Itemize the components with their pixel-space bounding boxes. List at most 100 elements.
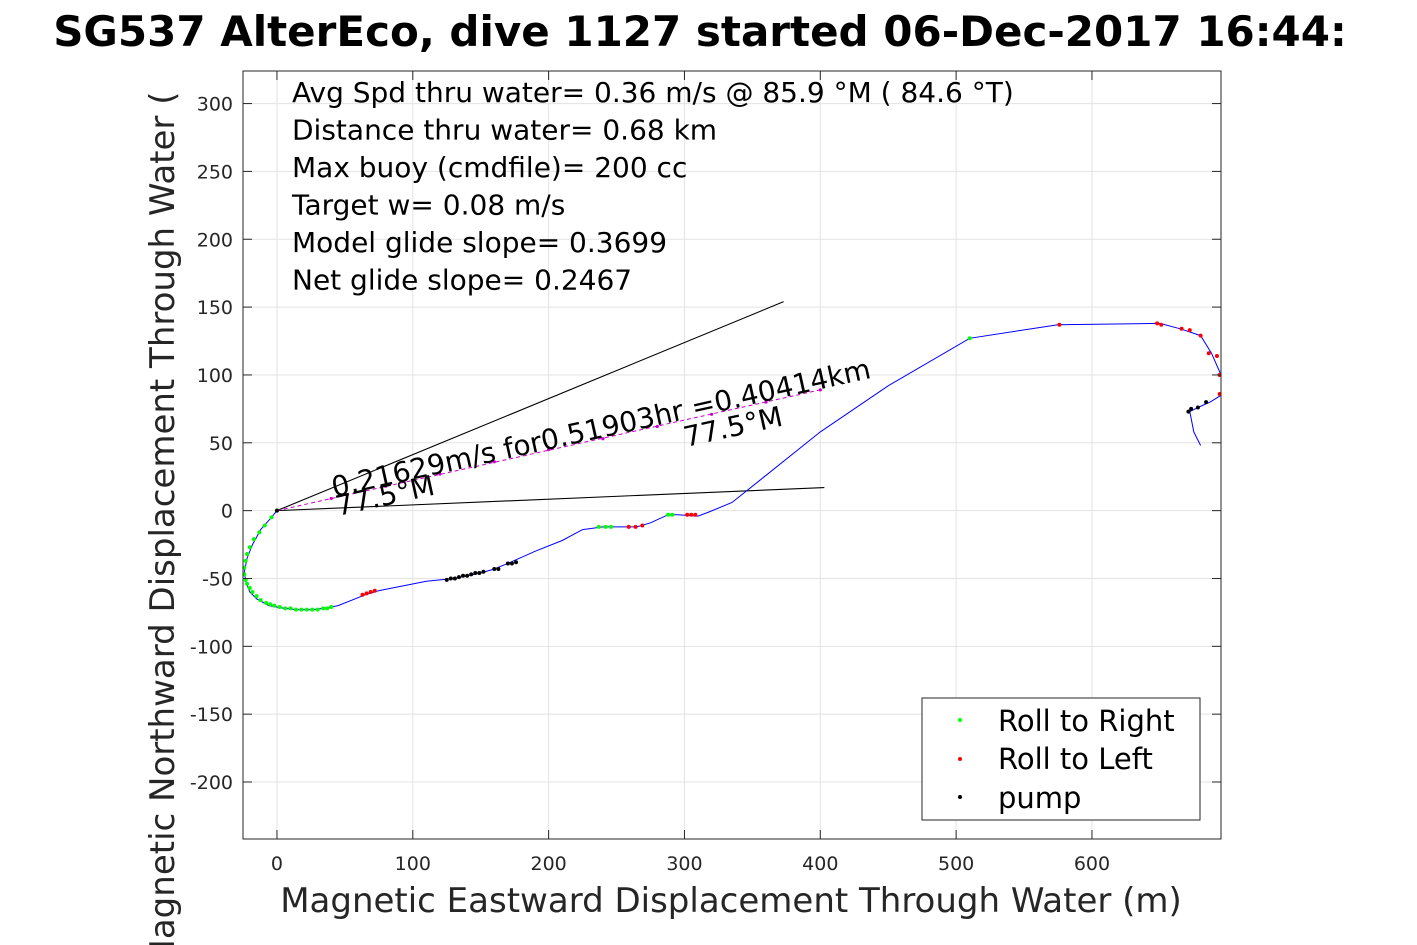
info-line: Distance thru water= 0.68 km xyxy=(292,114,717,147)
point-roll-to-left xyxy=(689,512,694,517)
point-roll-to-right xyxy=(321,606,326,611)
x-tick-label: 500 xyxy=(938,853,974,875)
point-roll-to-right xyxy=(283,606,288,611)
y-tick-label: 250 xyxy=(197,161,233,183)
point-roll-to-right xyxy=(310,607,315,612)
point-roll-to-left xyxy=(626,524,631,529)
point-roll-to-right xyxy=(315,607,320,612)
legend-box xyxy=(921,697,1201,821)
axis-ticks: 0 100 200 300 400 500 600300250200150100500-50… xyxy=(190,71,1221,875)
point-pump xyxy=(456,575,461,580)
point-roll-to-left xyxy=(1214,353,1219,358)
point-roll-to-right xyxy=(262,523,267,528)
point-pump xyxy=(1189,406,1194,411)
point-roll-to-right xyxy=(666,512,671,517)
point-pump xyxy=(1195,405,1200,410)
point-pump xyxy=(461,573,466,578)
grid-lines xyxy=(243,71,1221,839)
info-text-block: Avg Spd thru water= 0.36 m/s @ 85.9 °M (… xyxy=(291,76,1014,297)
point-pump xyxy=(505,561,510,566)
track-line xyxy=(243,322,1222,611)
legend-marker-roll-left xyxy=(958,757,962,761)
point-roll-to-right xyxy=(247,545,252,550)
point-roll-to-right xyxy=(277,604,282,609)
point-pump xyxy=(473,571,478,576)
point-roll-to-right xyxy=(299,607,304,612)
point-pump xyxy=(465,573,470,578)
point-roll-to-right xyxy=(250,590,255,595)
y-tick-label: -200 xyxy=(190,772,233,794)
point-pump xyxy=(514,560,519,565)
glide-path-point xyxy=(710,412,714,416)
point-roll-to-left xyxy=(1187,328,1192,333)
point-pump xyxy=(448,576,453,581)
glide-path-point xyxy=(601,437,605,441)
y-tick-label: -150 xyxy=(190,704,233,726)
info-line: Avg Spd thru water= 0.36 m/s @ 85.9 °M (… xyxy=(292,76,1014,109)
x-tick-label: 200 xyxy=(530,853,566,875)
point-roll-to-right xyxy=(670,512,675,517)
point-roll-to-left xyxy=(633,524,638,529)
point-roll-to-left xyxy=(364,591,369,596)
y-tick-label: 150 xyxy=(197,297,233,319)
point-roll-to-left xyxy=(685,512,690,517)
point-roll-to-left xyxy=(1159,322,1164,327)
glide-path-point xyxy=(655,424,659,429)
point-roll-to-right xyxy=(245,552,250,557)
x-tick-label: 100 xyxy=(395,853,431,875)
point-roll-to-left xyxy=(1057,322,1062,327)
point-roll-to-right xyxy=(596,524,601,529)
y-tick-label: 0 xyxy=(221,501,233,523)
glide-path-point xyxy=(384,484,388,488)
glide-path-point xyxy=(764,400,768,404)
x-tick-label: 400 xyxy=(802,853,838,875)
point-roll-to-right xyxy=(293,607,298,612)
legend-marker-pump xyxy=(958,795,962,799)
point-roll-to-right xyxy=(268,602,273,607)
point-roll-to-right xyxy=(264,600,269,605)
axes-frame xyxy=(242,70,1222,840)
point-roll-to-left xyxy=(693,512,698,517)
y-axis-label: Magnetic Northward Displacement Through … xyxy=(143,92,183,945)
point-pump xyxy=(274,508,279,513)
info-line: Model glide slope= 0.3699 xyxy=(292,226,667,259)
y-tick-label: -50 xyxy=(202,568,233,590)
reference-line-upper xyxy=(276,301,784,512)
chart-title: SG537 AlterEco, dive 1127 started 06-Dec… xyxy=(53,7,1347,56)
legend: Roll to Right Roll to Left pump xyxy=(921,697,1201,821)
point-pump xyxy=(452,576,457,581)
point-pump xyxy=(492,566,497,571)
point-roll-to-right xyxy=(967,336,972,341)
x-tick-label: 600 xyxy=(1074,853,1110,875)
info-line: Net glide slope= 0.2467 xyxy=(292,264,632,297)
legend-label-roll-left: Roll to Left xyxy=(998,742,1153,776)
point-roll-to-left xyxy=(640,523,645,528)
glide-path-point xyxy=(329,496,333,501)
point-roll-to-right xyxy=(257,530,262,535)
reference-lines xyxy=(276,301,825,512)
glide-path-point xyxy=(492,460,496,464)
point-pump xyxy=(496,566,501,571)
point-pump xyxy=(1186,409,1191,414)
y-tick-label: -100 xyxy=(190,636,233,658)
legend-label-roll-right: Roll to Right xyxy=(998,704,1175,738)
point-roll-to-right xyxy=(603,524,608,529)
point-roll-to-left xyxy=(368,590,373,595)
glide-path-point xyxy=(547,447,551,452)
info-line: Target w= 0.08 m/s xyxy=(291,189,565,222)
point-roll-to-left xyxy=(1206,351,1211,356)
x-tick-label: 0 xyxy=(271,853,283,875)
point-roll-to-right xyxy=(288,606,293,611)
y-tick-label: 300 xyxy=(197,94,233,116)
point-roll-to-right xyxy=(304,607,309,612)
x-tick-label: 300 xyxy=(666,853,702,875)
point-pump xyxy=(444,577,449,582)
track-polyline xyxy=(243,322,1222,611)
y-tick-label: 200 xyxy=(197,229,233,251)
point-roll-to-right xyxy=(258,598,263,603)
x-axis-label: Magnetic Eastward Displacement Through W… xyxy=(280,881,1182,921)
point-roll-to-right xyxy=(329,604,334,609)
data-points xyxy=(242,321,1222,612)
point-pump xyxy=(477,571,482,576)
